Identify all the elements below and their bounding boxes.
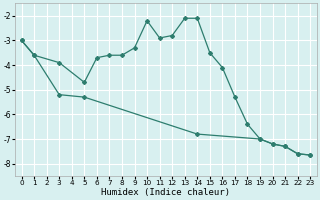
X-axis label: Humidex (Indice chaleur): Humidex (Indice chaleur) [101,188,230,197]
